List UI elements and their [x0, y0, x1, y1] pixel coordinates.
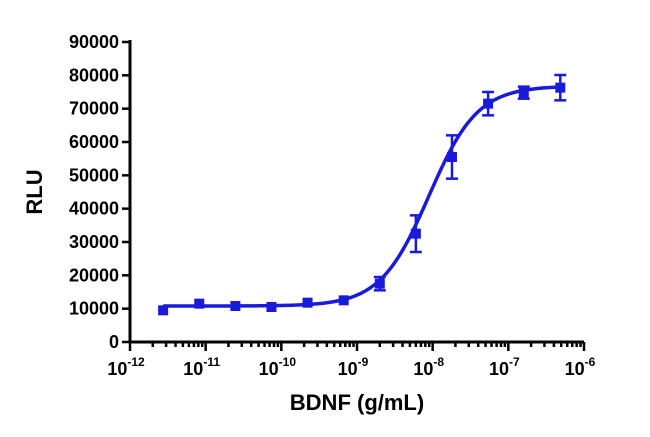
point-marker: [410, 228, 421, 239]
data-point: [517, 85, 530, 100]
point-marker: [194, 298, 205, 309]
data-point: [338, 295, 349, 306]
point-marker: [302, 297, 313, 308]
y-tick-label: 40000: [69, 199, 119, 219]
y-tick-label: 80000: [69, 65, 119, 85]
data-point: [194, 298, 205, 309]
data-point: [409, 214, 422, 254]
point-marker: [158, 305, 169, 316]
data-point: [373, 275, 386, 292]
point-marker: [555, 82, 566, 93]
data-point: [482, 90, 495, 117]
x-tick-label: 10-11: [183, 355, 220, 379]
data-point: [230, 301, 241, 311]
y-tick-label: 30000: [69, 232, 119, 252]
x-tick-label: 10-8: [413, 355, 444, 379]
point-marker: [230, 301, 241, 311]
point-marker: [446, 152, 457, 162]
point-marker: [483, 98, 494, 109]
data-point: [302, 297, 313, 308]
point-marker: [374, 278, 385, 289]
x-tick-label: 10-7: [489, 355, 520, 379]
x-axis: 10-12 10-11 10-10 10-9 10-8 10-7 10-6: [107, 340, 596, 379]
data-point: [445, 134, 458, 180]
y-tick-label: 50000: [69, 165, 119, 185]
y-tick-label: 20000: [69, 265, 119, 285]
y-axis: 0 10000 20000 30000 40000 50000 60000 70000 8000…: [69, 32, 132, 352]
x-tick-label: 10-6: [565, 355, 596, 379]
data-point: [266, 302, 277, 312]
x-tick-label: 10-12: [107, 355, 145, 379]
y-tick-label: 70000: [69, 99, 119, 119]
x-tick-label: 10-10: [259, 355, 297, 379]
fit-curve: [163, 85, 561, 308]
point-marker: [266, 302, 277, 312]
y-tick-label: 10000: [69, 299, 119, 319]
point-marker: [518, 87, 529, 98]
data-point: [158, 305, 169, 316]
data-point: [554, 73, 567, 102]
y-tick-label: 60000: [69, 132, 119, 152]
point-marker: [338, 295, 349, 306]
y-tick-label: 90000: [69, 32, 119, 52]
x-axis-label: BDNF (g/mL): [290, 390, 424, 415]
y-axis-label: RLU: [22, 169, 47, 214]
x-tick-label: 10-9: [338, 355, 369, 379]
y-tick-label: 0: [109, 332, 119, 352]
plot-area: [158, 73, 567, 316]
